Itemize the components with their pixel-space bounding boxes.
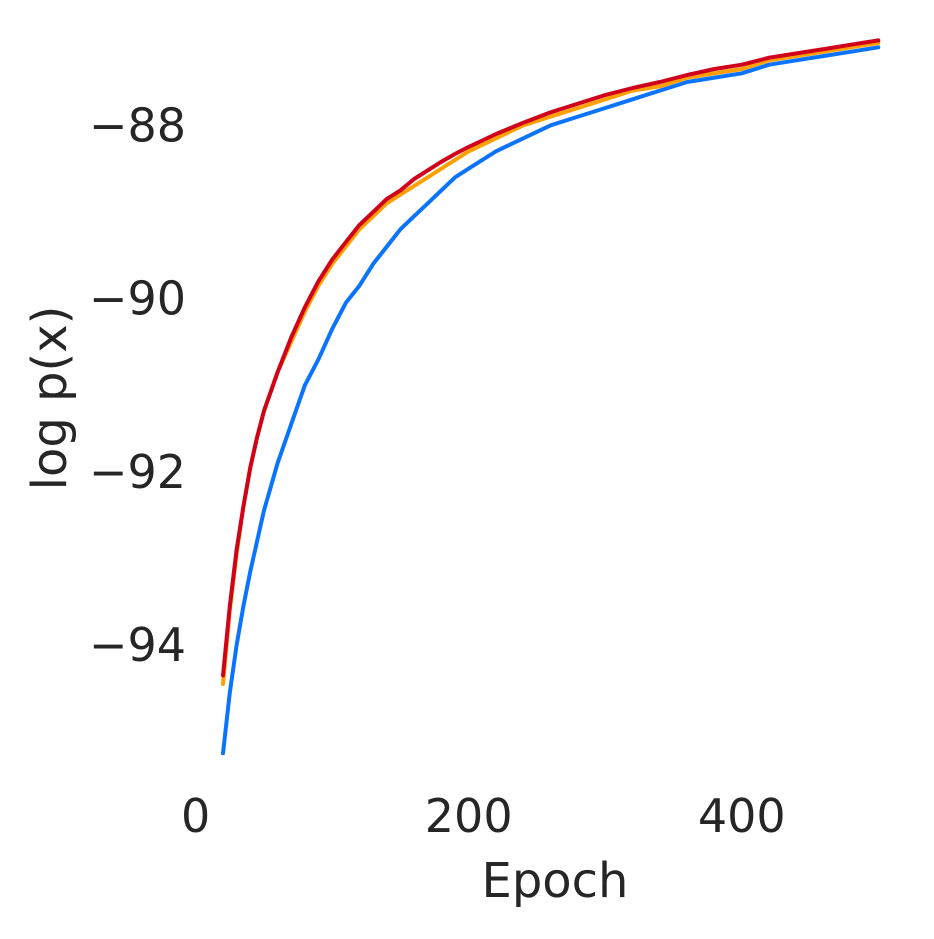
y-tick-labels: −88 −90 −92 −94 <box>89 98 186 672</box>
x-tick-labels: 0 200 400 <box>181 789 786 843</box>
y-tick-label: −92 <box>89 445 186 499</box>
series-line-3 <box>221 38 881 678</box>
x-axis-title: Epoch <box>482 853 629 909</box>
x-tick-label: 200 <box>425 789 513 843</box>
series-line-2 <box>221 41 881 686</box>
series-layer <box>221 38 881 756</box>
y-tick-label: −90 <box>89 272 186 326</box>
x-tick-label: 0 <box>181 789 210 843</box>
x-tick-label: 400 <box>698 789 786 843</box>
y-tick-label: −94 <box>89 618 186 672</box>
y-tick-label: −88 <box>89 98 186 152</box>
series-line-1 <box>221 45 881 756</box>
y-axis-title: log p(x) <box>22 306 78 491</box>
